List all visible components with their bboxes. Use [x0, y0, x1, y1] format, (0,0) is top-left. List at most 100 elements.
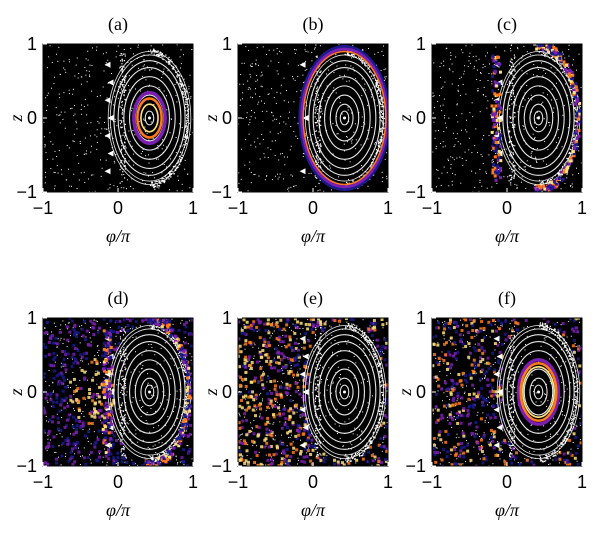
- intensity-cell: [107, 457, 111, 461]
- highlight-cell: [554, 56, 558, 60]
- chaotic-point: [308, 447, 310, 449]
- intensity-cell: [59, 380, 63, 384]
- chaotic-point: [267, 147, 269, 149]
- chaotic-point: [74, 409, 76, 411]
- chaotic-point: [181, 183, 183, 185]
- boundary-point: [179, 426, 181, 429]
- intensity-cell: [269, 380, 273, 384]
- chaotic-point: [177, 417, 179, 419]
- chaotic-point: [79, 379, 81, 381]
- intensity-cell: [64, 353, 68, 357]
- boundary-point: [120, 142, 123, 144]
- boundary-point: [319, 120, 321, 122]
- boundary-point: [187, 104, 189, 106]
- chaotic-point: [479, 72, 481, 74]
- intensity-cell: [57, 380, 61, 384]
- boundary-point: [547, 183, 549, 185]
- highlight-cell: [497, 62, 501, 66]
- chaotic-point: [182, 54, 184, 56]
- highlight-cell: [490, 115, 494, 119]
- boundary-point: [560, 173, 562, 175]
- boundary-point: [183, 411, 185, 413]
- chaotic-point: [477, 88, 479, 90]
- chaotic-point: [359, 328, 361, 330]
- chaotic-point: [275, 102, 277, 104]
- chaotic-point: [51, 87, 53, 89]
- chaotic-point: [126, 345, 128, 347]
- intensity-cell: [267, 464, 271, 466]
- chaotic-point: [495, 46, 497, 48]
- boundary-point: [379, 146, 381, 148]
- boundary-point: [122, 168, 124, 171]
- chaotic-point: [76, 128, 78, 130]
- highlight-cell: [550, 181, 554, 185]
- boundary-point: [179, 151, 182, 153]
- chaotic-point: [143, 172, 145, 174]
- chaotic-point: [506, 84, 508, 86]
- highlight-cell: [552, 45, 556, 49]
- chaotic-point: [450, 52, 452, 54]
- chaotic-point: [367, 104, 369, 106]
- boundary-point: [121, 180, 123, 183]
- boundary-point: [152, 459, 154, 461]
- chaotic-point: [56, 354, 58, 356]
- intensity-cell: [275, 393, 279, 397]
- boundary-point: [157, 55, 159, 58]
- chaotic-point: [325, 321, 327, 323]
- chaotic-point: [368, 48, 370, 50]
- chaotic-point: [514, 183, 516, 185]
- boundary-point: [173, 438, 175, 440]
- boundary-point: [379, 139, 381, 141]
- boundary-point: [512, 118, 514, 121]
- chaotic-point: [79, 140, 81, 142]
- boundary-point: [511, 143, 514, 146]
- intensity-cell: [94, 372, 98, 376]
- chaotic-point: [521, 176, 523, 178]
- intensity-cell: [182, 448, 186, 452]
- boundary-point: [352, 53, 355, 56]
- chaotic-point: [443, 65, 445, 67]
- boundary-point: [514, 124, 516, 126]
- chaotic-point: [496, 182, 498, 184]
- chaotic-point: [310, 172, 312, 174]
- intensity-cell: [289, 370, 293, 374]
- chaotic-point: [46, 109, 48, 111]
- chaotic-point: [331, 351, 333, 353]
- intensity-cell: [52, 435, 56, 439]
- boundary-point: [156, 53, 158, 56]
- boundary-point: [542, 182, 544, 184]
- intensity-cell: [186, 464, 190, 466]
- highlight-cell: [571, 73, 575, 77]
- chaotic-point: [73, 394, 75, 396]
- chaotic-point: [297, 407, 299, 409]
- boundary-point: [151, 456, 153, 459]
- boundary-point: [576, 135, 578, 137]
- intensity-cell: [130, 318, 134, 320]
- highlight-cell: [537, 45, 541, 49]
- chaotic-point: [171, 318, 173, 320]
- chaotic-point: [95, 320, 97, 322]
- boundary-point: [161, 54, 164, 56]
- chaotic-point: [468, 55, 470, 57]
- torus-ring: [123, 76, 176, 160]
- intensity-cell: [122, 318, 126, 322]
- boundary-point: [167, 453, 169, 455]
- boundary-point: [554, 174, 556, 177]
- chaotic-point: [339, 75, 341, 77]
- boundary-point: [153, 53, 155, 55]
- highlight-cell: [187, 413, 191, 417]
- chaotic-point: [128, 431, 130, 433]
- chaotic-point: [314, 130, 316, 132]
- chaotic-point: [278, 50, 280, 52]
- boundary-point: [511, 171, 513, 173]
- chaotic-point: [254, 117, 256, 119]
- intensity-cell: [73, 324, 77, 328]
- boundary-point: [545, 52, 547, 55]
- chaotic-point: [367, 406, 369, 408]
- boundary-point: [383, 122, 385, 124]
- boundary-point: [163, 454, 165, 456]
- intensity-cell: [43, 411, 47, 415]
- chaotic-point: [266, 110, 268, 112]
- boundary-point: [121, 448, 123, 450]
- chaotic-point: [88, 74, 90, 76]
